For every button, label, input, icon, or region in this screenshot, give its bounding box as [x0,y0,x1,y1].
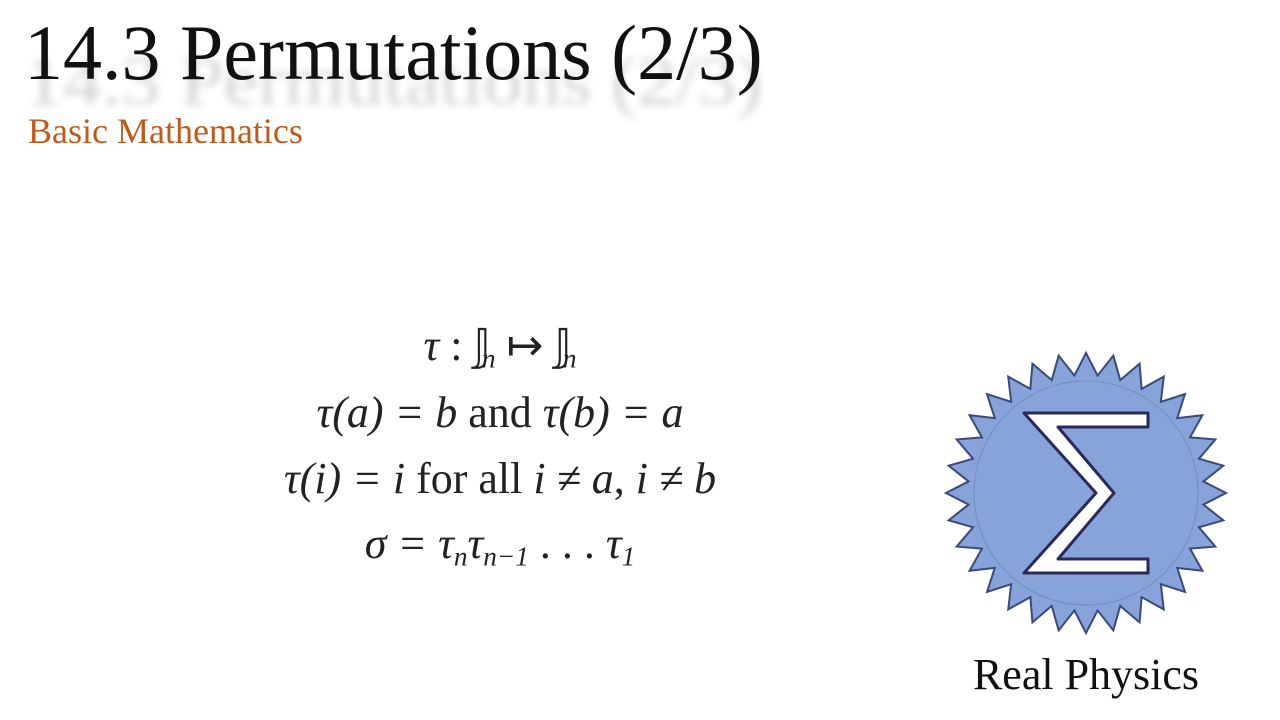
expr: τ(b) = a [543,388,684,437]
sub-1: 1 [622,542,636,572]
math-line-3: τ(i) = i for all i ≠ a, i ≠ b [120,449,880,508]
page-title: 14.3 Permutations (2/3) [24,8,763,98]
sub-n: n [482,344,496,374]
math-line-2: τ(a) = b and τ(b) = a [120,383,880,442]
sigma-seal-icon [936,343,1236,643]
sigma-eq: σ = τ [365,519,454,568]
slide: 14.3 Permutations (2/3) 14.3 Permutation… [0,0,1280,720]
math-block: τ : 𝕁n ↦ 𝕁n τ(a) = b and τ(b) = a τ(i) =… [120,310,880,582]
and-text: and [457,388,543,437]
dots: . . . [529,519,606,568]
blackboard-J: 𝕁 [554,321,562,370]
comma: , [614,454,636,503]
expr: τ(i) = i [284,454,405,503]
expr: i ≠ b [636,454,716,503]
math-line-1: τ : 𝕁n ↦ 𝕁n [120,316,880,377]
colon: : [439,321,473,370]
subtitle: Basic Mathematics [28,110,303,152]
tau: τ [423,321,439,370]
title-block: 14.3 Permutations (2/3) 14.3 Permutation… [24,8,763,98]
expr: τ(a) = b [316,388,457,437]
logo-label: Real Physics [916,649,1256,700]
sub-nminus1: n−1 [483,542,529,572]
mapsto: ↦ [496,321,555,370]
blackboard-J: 𝕁 [473,321,481,370]
sub-n: n [454,542,468,572]
tau: τ [606,519,622,568]
logo-block: Real Physics [916,343,1256,700]
forall-text: for all [405,454,533,503]
tau: τ [467,519,483,568]
sub-n: n [563,344,577,374]
math-line-4: σ = τnτn−1 . . . τ1 [120,514,880,575]
expr: i ≠ a [533,454,613,503]
